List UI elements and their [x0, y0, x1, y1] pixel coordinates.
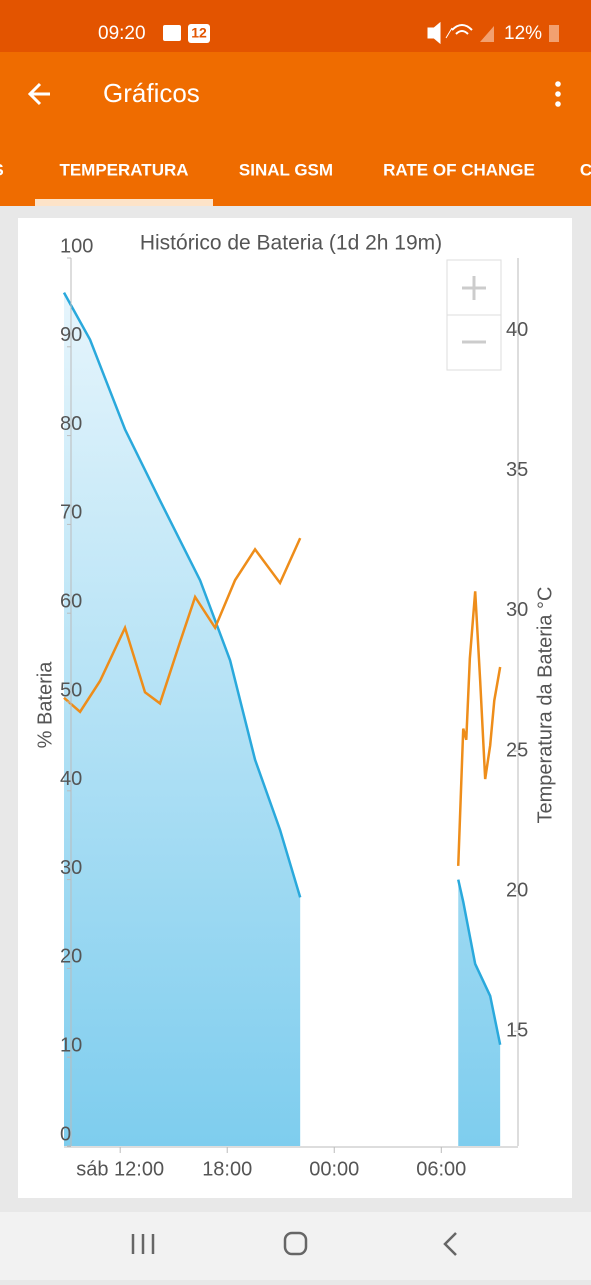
- y-tick-label: 10: [60, 1034, 82, 1056]
- y-tick-label: 0: [60, 1123, 71, 1145]
- gallery-icon: [163, 25, 181, 41]
- y-tick-label: 50: [60, 679, 82, 701]
- y2-tick-label: 40: [506, 319, 528, 341]
- app-bar: [0, 52, 591, 206]
- y2-tick-label: 15: [506, 1019, 528, 1041]
- y-tick-label: 20: [60, 946, 82, 968]
- back-button[interactable]: [27, 82, 50, 106]
- x-tick-label: 18:00: [202, 1158, 252, 1180]
- y-tick-label: 60: [60, 590, 82, 612]
- status-battery: 12%: [504, 23, 542, 44]
- y-tick-label: 100: [60, 235, 93, 257]
- y-tick-label: 30: [60, 857, 82, 879]
- y-tick-label: 40: [60, 768, 82, 790]
- tab[interactable]: TEMPERATURA: [59, 160, 188, 179]
- y2-tick-label: 30: [506, 599, 528, 621]
- signal-icon: [480, 26, 494, 42]
- nav-bar: [0, 1212, 591, 1280]
- y2-tick-label: 35: [506, 459, 528, 481]
- status-time: 09:20: [98, 23, 146, 44]
- chart-title: Histórico de Bateria (1d 2h 19m): [140, 232, 442, 255]
- battery-area: [64, 292, 501, 1147]
- y-tick-label: 70: [60, 502, 82, 524]
- y2-axis-label: Temperatura da Bateria °C: [534, 586, 556, 823]
- temperature-line: [63, 537, 502, 866]
- app-title: Gráficos: [103, 78, 200, 108]
- badge-icon: [188, 24, 210, 43]
- y-axis-label: % Bateria: [34, 661, 56, 749]
- y2-tick-label: 20: [506, 879, 528, 901]
- tab-bar: S TEMPERATURA SINAL GSM RATE OF CHANGE C: [0, 160, 591, 206]
- zoom-in[interactable]: [462, 276, 486, 300]
- x-tick-label: 06:00: [416, 1158, 466, 1180]
- menu-button[interactable]: [555, 81, 561, 107]
- battery-line: [62, 292, 502, 1046]
- zoom-controls: [446, 259, 502, 371]
- tab-indicator: [35, 199, 213, 206]
- status-bar: [0, 0, 591, 52]
- y2-tick-label: 25: [506, 739, 528, 761]
- notification-badge: 12: [191, 25, 207, 41]
- back-nav-button[interactable]: [443, 1232, 457, 1256]
- y-tick-label: 90: [60, 324, 82, 346]
- mute-icon: [427, 21, 453, 45]
- battery-icon: [549, 25, 559, 42]
- home-button[interactable]: [283, 1231, 308, 1256]
- tab[interactable]: SINAL GSM: [239, 160, 333, 179]
- tab[interactable]: C: [580, 160, 591, 179]
- y-tick-label: 80: [60, 413, 82, 435]
- x-tick-label: 00:00: [309, 1158, 359, 1180]
- recents-button[interactable]: [131, 1234, 155, 1254]
- x-tick-label: sáb 12:00: [76, 1158, 164, 1180]
- wifi-icon: [451, 24, 473, 35]
- tab[interactable]: S: [0, 160, 4, 179]
- tab[interactable]: RATE OF CHANGE: [383, 160, 535, 179]
